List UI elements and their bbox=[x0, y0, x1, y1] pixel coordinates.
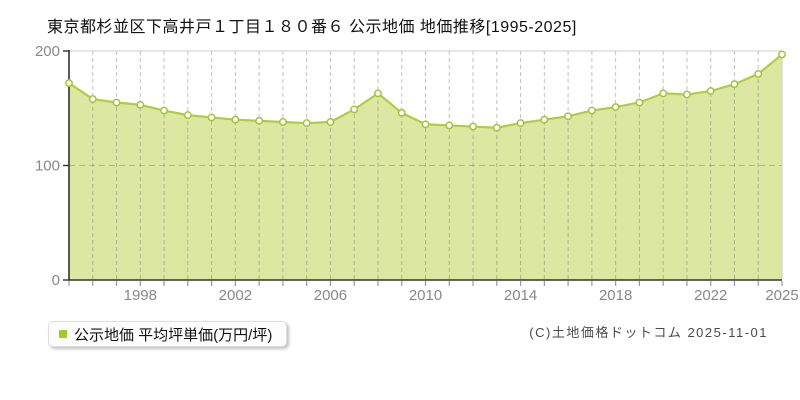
svg-text:2006: 2006 bbox=[314, 287, 347, 304]
legend-label: 公示地価 平均坪単価(万円/坪) bbox=[74, 326, 273, 344]
svg-text:2022: 2022 bbox=[694, 287, 727, 304]
svg-text:100: 100 bbox=[35, 158, 60, 175]
svg-text:200: 200 bbox=[35, 43, 60, 60]
svg-text:2025: 2025 bbox=[765, 287, 798, 304]
page-title: 東京都杉並区下高井戸１丁目１８０番６ 公示地価 地価推移[1995-2025] bbox=[47, 19, 577, 36]
svg-text:2018: 2018 bbox=[599, 287, 632, 304]
svg-text:0: 0 bbox=[52, 272, 60, 289]
svg-text:1998: 1998 bbox=[124, 287, 157, 304]
legend-marker-icon bbox=[59, 330, 67, 338]
svg-text:2010: 2010 bbox=[409, 287, 442, 304]
svg-text:2002: 2002 bbox=[219, 287, 252, 304]
svg-text:2014: 2014 bbox=[504, 287, 537, 304]
legend: 公示地価 平均坪単価(万円/坪) bbox=[48, 321, 288, 347]
copyright-text: (C)土地価格ドットコム 2025-11-01 bbox=[529, 325, 768, 340]
